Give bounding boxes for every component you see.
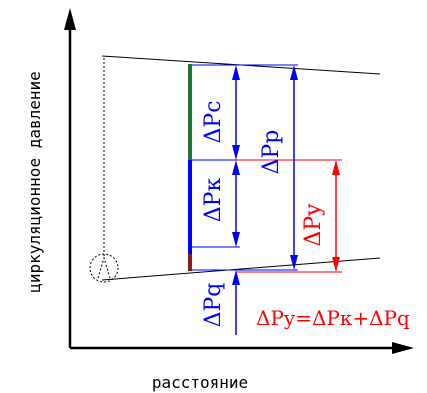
x-axis-arrowhead-icon xyxy=(392,342,414,354)
x-axis-label: расстояние xyxy=(152,373,248,392)
dpq-arrowhead-icon xyxy=(232,270,240,285)
formula-label: ΔPy=ΔPк+ΔPq xyxy=(256,306,410,330)
y-axis-label: циркуляционное давление xyxy=(25,71,44,293)
dpk-label: ΔPк xyxy=(201,178,226,223)
dpp-label: ΔPp xyxy=(259,130,284,175)
dpp-arrowhead-bottom-icon xyxy=(290,255,298,270)
dpy-label: ΔPy xyxy=(301,203,326,247)
dpq-label: ΔPq xyxy=(201,283,226,328)
y-axis-arrowhead-icon xyxy=(64,8,76,30)
dpy-arrowhead-bottom-icon xyxy=(332,257,340,272)
dpy-arrowhead-top-icon xyxy=(332,160,340,175)
pump-circle-icon xyxy=(89,253,119,283)
dpk-arrowhead-top-icon xyxy=(232,160,240,175)
dpk-arrowhead-bottom-icon xyxy=(232,232,240,247)
pump-triangle-icon xyxy=(97,256,111,279)
dpc-label: ΔPc xyxy=(201,100,226,143)
dpp-arrowhead-top-icon xyxy=(290,65,298,80)
dpc-arrowhead-bottom-icon xyxy=(232,145,240,160)
dpc-arrowhead-top-icon xyxy=(232,65,240,80)
